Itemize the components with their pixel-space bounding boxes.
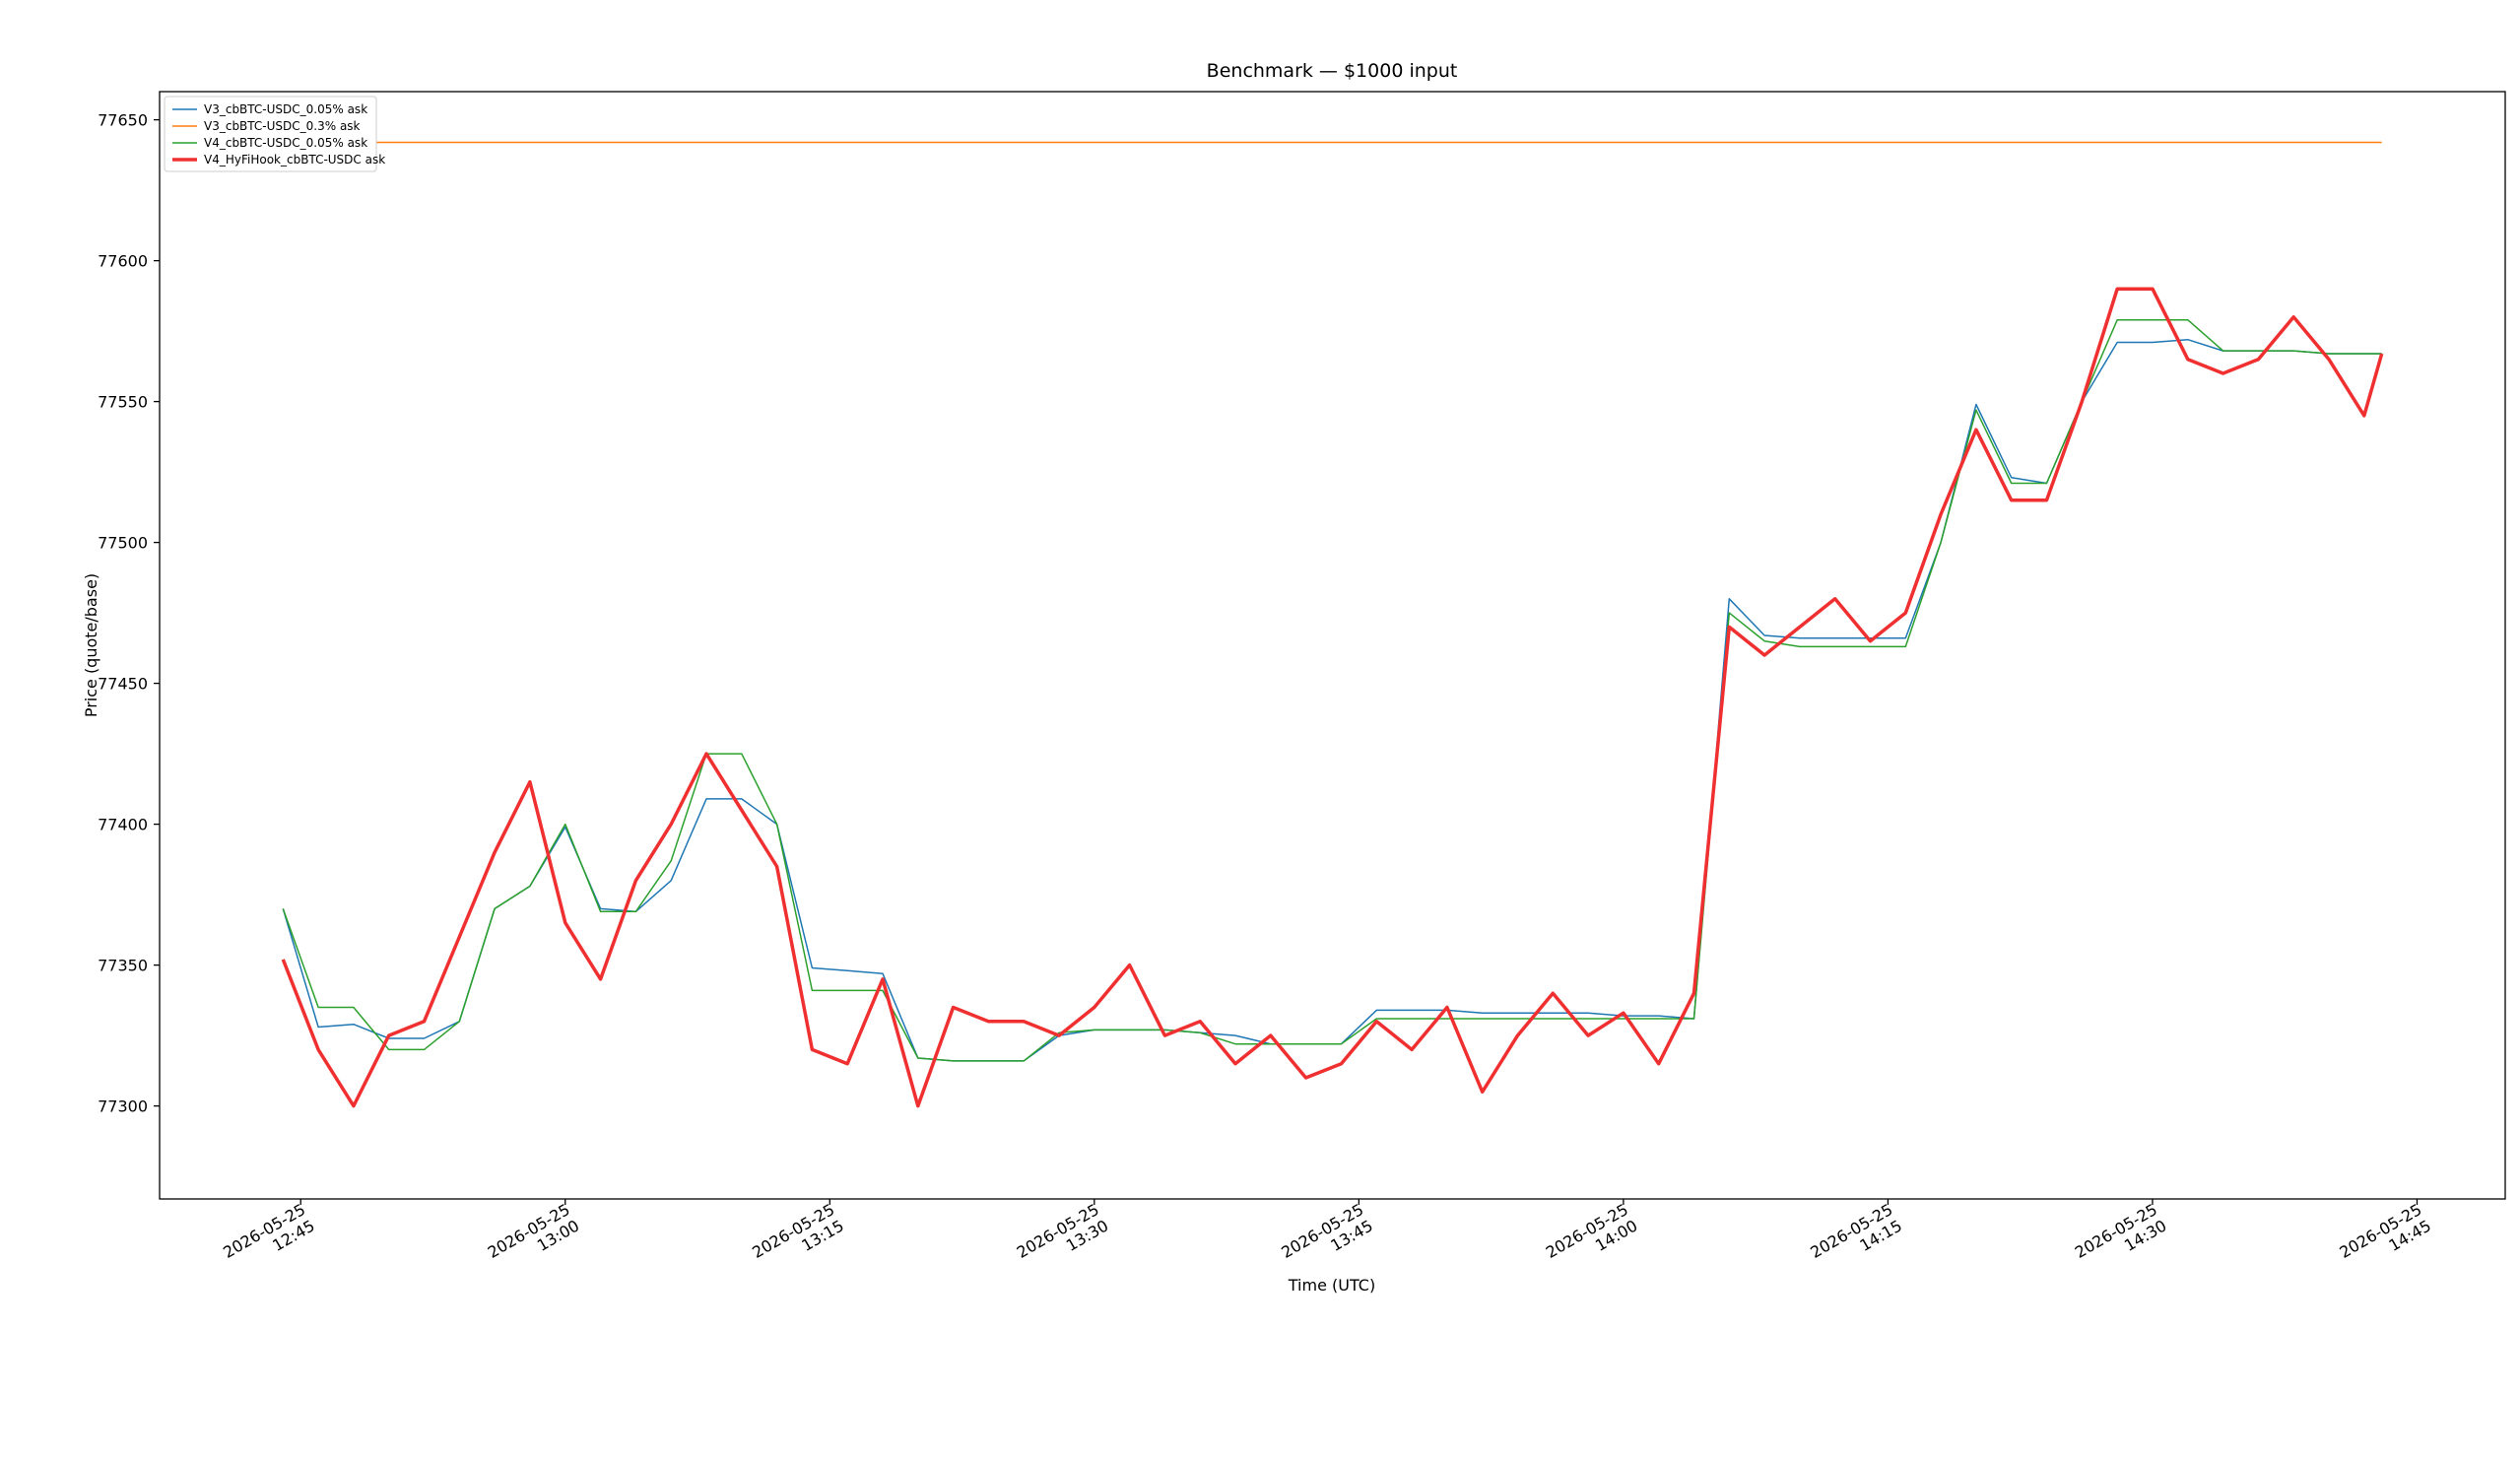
y-tick-label: 77400: [98, 816, 148, 834]
y-tick-label: 77500: [98, 534, 148, 553]
y-axis-label: Price (quote/base): [82, 573, 100, 717]
y-tick-label: 77650: [98, 111, 148, 130]
x-tick-label: 2026-05-2514:00: [1543, 1200, 1641, 1278]
x-axis-label: Time (UTC): [1288, 1276, 1375, 1295]
chart-title: Benchmark — $1000 input: [1207, 60, 1458, 82]
y-tick-label: 77300: [98, 1097, 148, 1116]
x-tick-label: 2026-05-2513:30: [1014, 1200, 1112, 1278]
y-tick-label: 77600: [98, 252, 148, 271]
x-tick-label: 2026-05-2512:45: [220, 1200, 318, 1278]
legend-label: V4_HyFiHook_cbBTC-USDC ask: [204, 153, 385, 166]
legend-box: [164, 96, 377, 172]
x-tick-label: 2026-05-2514:45: [2336, 1200, 2434, 1278]
legend-label: V3_cbBTC-USDC_0.3% ask: [204, 119, 361, 133]
x-tick-label: 2026-05-2514:15: [1807, 1200, 1905, 1278]
plot-frame: [159, 91, 2506, 1200]
y-tick-label: 77350: [98, 957, 148, 975]
x-tick-label: 2026-05-2513:00: [485, 1200, 583, 1278]
y-tick-label: 77450: [98, 675, 148, 694]
legend-label: V3_cbBTC-USDC_0.05% ask: [204, 102, 367, 116]
x-tick-label: 2026-05-2513:45: [1278, 1200, 1376, 1278]
x-tick-label: 2026-05-2514:30: [2072, 1200, 2170, 1278]
y-tick-label: 77550: [98, 393, 148, 412]
data-line: [281, 287, 2384, 1108]
legend-label: V4_cbBTC-USDC_0.05% ask: [204, 136, 367, 150]
data-line: [282, 318, 2382, 1062]
x-tick-label: 2026-05-2513:15: [749, 1200, 847, 1278]
